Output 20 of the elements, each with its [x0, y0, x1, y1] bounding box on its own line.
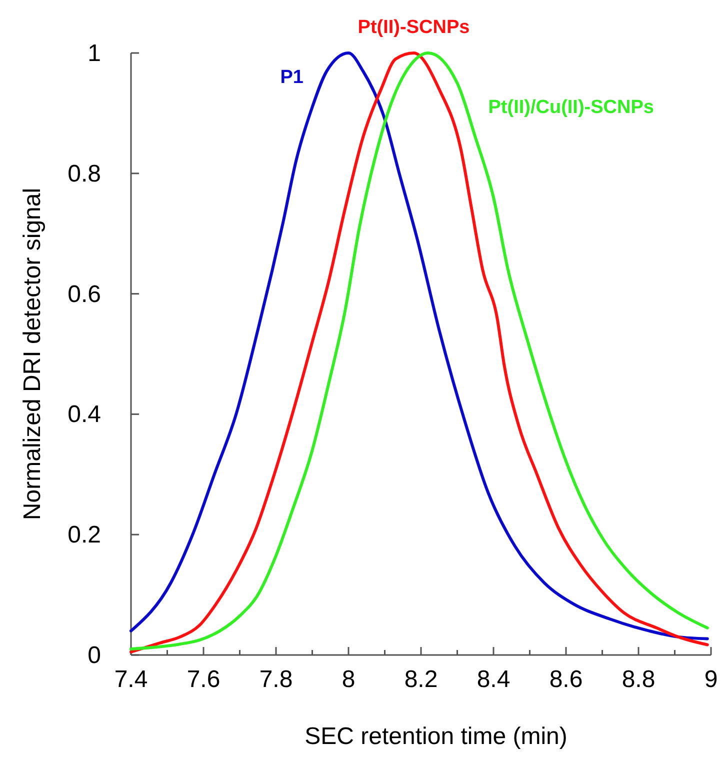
series-label: Pt(II)/Cu(II)-SCNPs: [488, 97, 654, 118]
y-tick-label: 1: [88, 40, 101, 67]
y-axis-title: Normalized DRI detector signal: [19, 188, 46, 520]
x-tick-label: 7.4: [114, 666, 148, 693]
x-tick-label: 8: [342, 666, 356, 693]
y-tick-label: 0.8: [68, 160, 101, 188]
y-tick-label: 0.4: [68, 401, 101, 428]
x-tick-label: 8.2: [404, 666, 438, 693]
x-tick-label: 8.4: [476, 666, 510, 693]
y-tick-label: 0.6: [68, 280, 101, 308]
x-tick-label: 8.8: [622, 666, 656, 693]
x-tick-label: 8.6: [549, 666, 583, 693]
x-tick-label: 7.8: [259, 666, 293, 693]
series-label: Pt(II)-SCNPs: [358, 17, 470, 38]
y-tick-label: 0.2: [68, 522, 101, 549]
x-tick-label: 9: [704, 666, 718, 693]
x-tick-label: 7.6: [186, 666, 220, 693]
y-tick-label: 0: [88, 642, 101, 669]
x-axis-title: SEC retention time (min): [304, 723, 568, 750]
series-label: P1: [280, 67, 304, 88]
